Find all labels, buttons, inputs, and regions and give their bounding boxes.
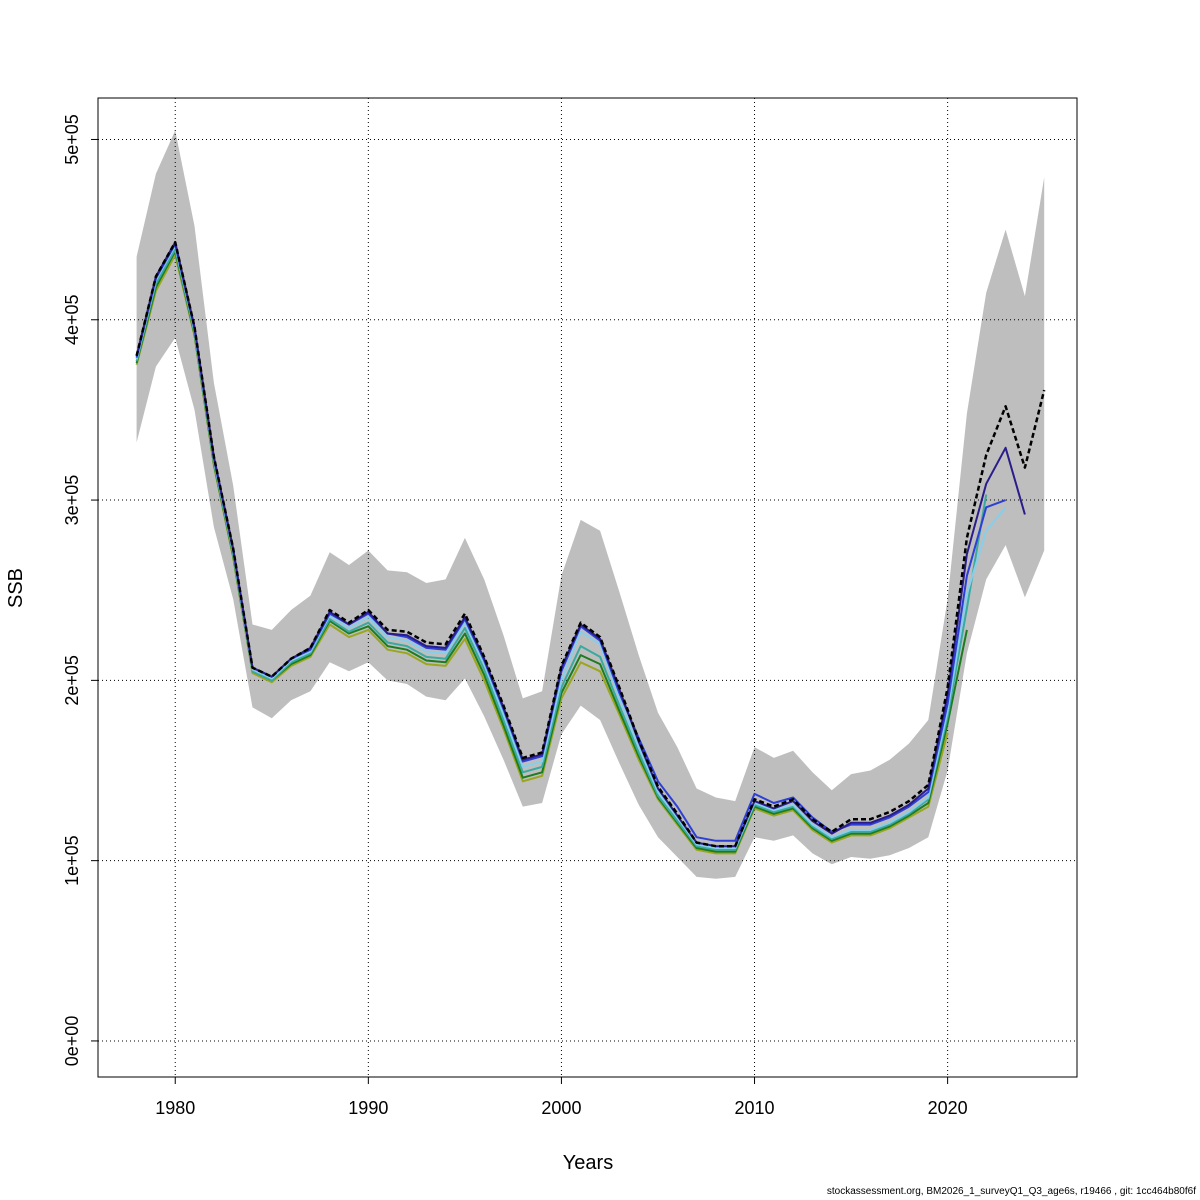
axis-layer: 1980 1990 2000 2010 2020 0e+00 1e+05 2e+05 3e+05… (62, 114, 968, 1118)
series-line-peelminus3 (135, 244, 1007, 849)
series-line-peelminus6 (135, 253, 949, 855)
series-line-base (135, 240, 1046, 848)
x-tick-label: 1980 (155, 1098, 195, 1118)
x-tick-label: 2010 (735, 1098, 775, 1118)
footer-credit: stockassessment.org, BM2026_1_surveyQ1_Q… (826, 1186, 1196, 1197)
y-tick-label: 2e+05 (62, 655, 82, 706)
x-axis-title: Years (563, 1152, 613, 1174)
y-axis-title: SSB (5, 568, 27, 608)
y-tick-label: 4e+05 (62, 294, 82, 345)
y-tick-label: 3e+05 (62, 475, 82, 526)
confidence-band (136, 130, 1045, 879)
y-tick-label: 0e+00 (62, 1016, 82, 1067)
series-line-peelminus2 (135, 243, 1006, 842)
series-line-peelminus4 (135, 248, 988, 851)
y-tick-label: 1e+05 (62, 835, 82, 886)
y-tick-label: 5e+05 (62, 114, 82, 165)
confidence-band-layer (136, 130, 1045, 879)
plot-frame (97, 97, 1078, 1078)
x-tick-label: 2020 (928, 1098, 968, 1118)
x-tick-label: 1990 (348, 1098, 388, 1118)
series-layer (135, 240, 1046, 855)
x-tick-label: 2000 (541, 1098, 581, 1118)
